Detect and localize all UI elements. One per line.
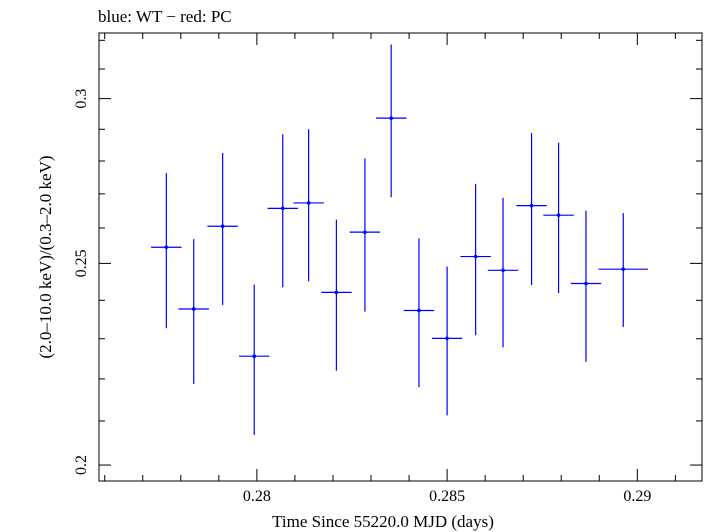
data-point — [487, 197, 519, 348]
point-marker — [334, 290, 339, 295]
x-tick-label: 0.28 — [243, 488, 271, 505]
chart-title: blue: WT − red: PC — [98, 7, 232, 26]
point-marker — [584, 281, 588, 286]
x-tick-label: 0.29 — [623, 488, 651, 505]
y-tick-label: 0.2 — [73, 455, 90, 475]
data-point — [239, 284, 270, 435]
point-marker — [473, 254, 478, 259]
axis-ticks — [99, 33, 702, 481]
data-point — [207, 152, 238, 305]
data-point — [293, 129, 324, 282]
point-marker — [621, 267, 626, 271]
data-point — [431, 266, 463, 416]
data-point — [543, 142, 574, 294]
data-point — [403, 238, 435, 388]
data-series — [151, 44, 648, 435]
point-marker — [556, 213, 561, 217]
data-point — [598, 213, 648, 328]
data-point — [151, 173, 182, 329]
point-marker — [306, 201, 311, 205]
data-point — [349, 158, 381, 312]
data-point — [321, 219, 352, 371]
point-marker — [252, 354, 257, 359]
y-axis-label: (2.0–10.0 keV)/(0.3–2.0 keV) — [36, 155, 55, 358]
point-marker — [220, 224, 225, 229]
x-tick-label: 0.285 — [429, 488, 465, 505]
y-tick-label: 0.25 — [73, 249, 90, 277]
data-point — [375, 44, 407, 198]
point-marker — [164, 245, 169, 250]
data-point — [570, 210, 602, 362]
point-marker — [363, 230, 367, 234]
data-point — [516, 133, 547, 285]
point-marker — [191, 307, 196, 311]
axis-tick-labels: 0.28 0.285 0.29 0.2 0.25 0.3 — [73, 89, 651, 505]
data-point — [178, 239, 209, 384]
point-marker — [501, 268, 505, 273]
point-marker — [389, 116, 393, 120]
plot-frame — [98, 32, 703, 482]
point-marker — [417, 308, 421, 313]
data-point — [460, 183, 491, 336]
data-point — [267, 134, 298, 288]
point-marker — [529, 203, 534, 208]
point-marker — [280, 206, 285, 211]
y-tick-label: 0.3 — [73, 89, 90, 109]
point-marker — [445, 336, 449, 341]
x-axis-label: Time Since 55220.0 MJD (days) — [272, 512, 494, 531]
